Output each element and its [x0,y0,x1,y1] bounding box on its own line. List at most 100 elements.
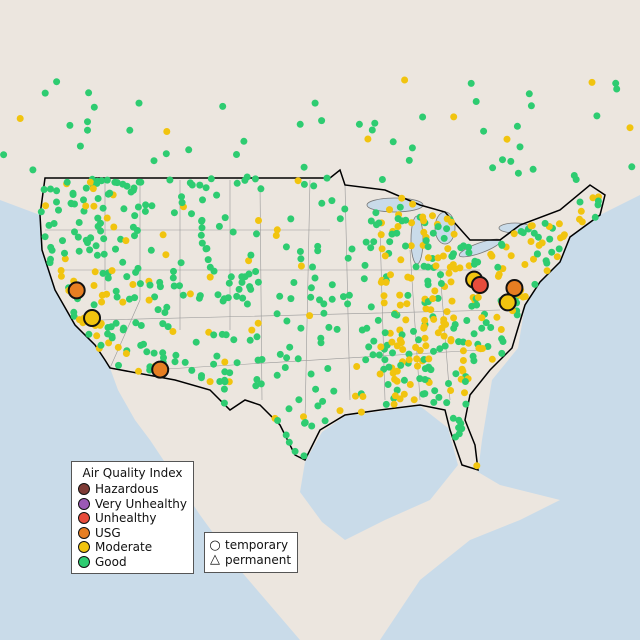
monitor-dot[interactable] [309,263,316,271]
monitor-dot[interactable] [317,334,325,342]
monitor-dot[interactable] [344,300,352,308]
monitor-dot[interactable] [92,242,100,250]
monitor-dot[interactable] [53,78,61,86]
monitor-dot[interactable] [358,326,366,334]
monitor-dot[interactable] [403,300,411,308]
monitor-dot[interactable] [421,390,429,398]
monitor-dot[interactable] [178,193,185,201]
monitor-dot[interactable] [498,241,506,249]
monitor-dot[interactable] [297,262,305,270]
monitor-dot[interactable] [421,365,429,373]
monitor-dot[interactable] [145,296,153,304]
monitor-dot[interactable] [286,343,294,351]
monitor-dot[interactable] [394,223,402,230]
monitor-dot[interactable] [257,185,265,193]
monitor-dot[interactable] [74,233,82,241]
monitor-dot[interactable] [37,208,45,216]
monitor-dot[interactable] [319,397,327,405]
monitor-dot[interactable] [171,358,179,366]
monitor-dot[interactable] [245,257,253,265]
monitor-dot[interactable] [103,214,111,222]
monitor-dot[interactable] [104,274,112,282]
monitor-dot[interactable] [115,361,122,369]
monitor-dot[interactable] [555,245,563,253]
monitor-dot[interactable] [424,243,432,251]
monitor-dot[interactable] [103,176,111,184]
monitor-dot[interactable] [307,293,315,301]
monitor-dot[interactable] [378,245,386,253]
monitor-dot[interactable] [276,292,284,300]
monitor-dot[interactable] [104,330,112,338]
monitor-dot[interactable] [253,333,261,341]
monitor-dot[interactable] [86,246,94,254]
monitor-dot[interactable] [221,214,229,222]
monitor-dot[interactable] [248,326,256,334]
monitor-dot[interactable] [230,336,238,344]
monitor-dot[interactable] [214,291,222,299]
monitor-dot[interactable] [226,369,234,377]
monitor-dot[interactable] [628,163,636,171]
monitor-dot[interactable] [108,267,116,275]
monitor-dot[interactable] [272,232,280,239]
monitor-dot[interactable] [548,248,556,256]
monitor-dot[interactable] [503,135,511,143]
monitor-dot[interactable] [345,291,353,299]
monitor-dot[interactable] [276,350,284,358]
monitor-dot[interactable] [591,213,599,221]
monitor-dot[interactable] [282,431,290,439]
monitor-dot[interactable] [310,182,318,190]
monitor-marker-usg[interactable] [151,360,170,379]
monitor-dot[interactable] [443,215,451,223]
monitor-dot[interactable] [447,387,455,394]
monitor-dot[interactable] [427,366,435,374]
monitor-dot[interactable] [421,334,429,342]
monitor-dot[interactable] [114,343,122,351]
monitor-dot[interactable] [41,233,49,241]
monitor-dot[interactable] [434,329,442,337]
monitor-dot[interactable] [427,306,435,314]
monitor-dot[interactable] [126,295,133,303]
monitor-dot[interactable] [75,247,83,255]
monitor-dot[interactable] [494,263,502,271]
monitor-dot[interactable] [283,354,291,362]
monitor-dot[interactable] [555,220,563,228]
monitor-dot[interactable] [450,230,458,238]
monitor-dot[interactable] [413,355,421,363]
monitor-dot[interactable] [477,345,485,353]
monitor-dot[interactable] [431,287,439,295]
monitor-dot[interactable] [69,189,77,197]
monitor-dot[interactable] [357,408,365,416]
monitor-dot[interactable] [91,268,99,276]
monitor-dot[interactable] [90,202,98,210]
monitor-dot[interactable] [355,120,363,128]
monitor-marker-usg[interactable] [67,281,86,300]
monitor-dot[interactable] [219,102,227,110]
monitor-dot[interactable] [462,400,470,408]
monitor-dot[interactable] [294,177,302,185]
monitor-dot[interactable] [156,283,164,291]
monitor-dot[interactable] [89,185,97,193]
monitor-dot[interactable] [252,268,260,275]
monitor-dot[interactable] [389,138,397,146]
monitor-dot[interactable] [55,206,62,214]
monitor-dot[interactable] [306,312,314,320]
monitor-dot[interactable] [589,194,597,202]
monitor-dot[interactable] [198,224,206,232]
monitor-dot[interactable] [487,324,495,331]
monitor-dot[interactable] [112,287,120,295]
monitor-dot[interactable] [510,230,518,238]
monitor-dot[interactable] [119,298,127,306]
monitor-dot[interactable] [126,126,134,134]
monitor-dot[interactable] [160,354,167,362]
monitor-dot[interactable] [61,249,68,257]
monitor-dot[interactable] [434,254,442,262]
monitor-dot[interactable] [450,314,458,322]
monitor-dot[interactable] [42,202,50,210]
monitor-dot[interactable] [386,238,394,246]
monitor-dot[interactable] [318,199,326,207]
monitor-dot[interactable] [364,135,372,143]
monitor-dot[interactable] [420,324,428,332]
monitor-dot[interactable] [397,339,405,347]
monitor-dot[interactable] [405,156,413,164]
monitor-dot[interactable] [377,343,385,351]
